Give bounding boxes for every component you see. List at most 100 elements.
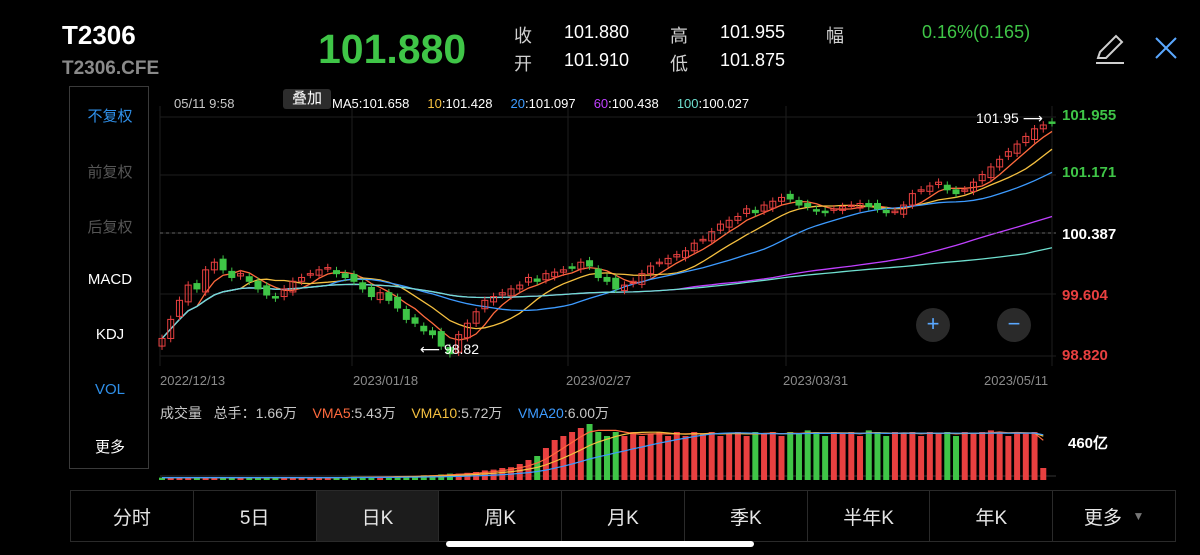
candle-body <box>891 210 899 214</box>
volume-bar <box>516 464 523 480</box>
tab-daily-k[interactable]: 日K <box>316 491 440 541</box>
tab-monthly-k[interactable]: 月K <box>562 491 685 541</box>
backward-adjust-option[interactable]: 后复权 <box>87 219 133 236</box>
kdj-option[interactable]: KDJ <box>95 326 125 343</box>
vol-option[interactable]: VOL <box>94 381 125 398</box>
candle-body <box>996 158 1004 168</box>
volume-bar <box>604 436 610 480</box>
ma100-line <box>161 247 1053 339</box>
candle-body <box>263 285 271 296</box>
overlay-button[interactable]: 叠加 <box>283 89 331 109</box>
candle-body <box>237 273 245 277</box>
tab-intraday[interactable]: 分时 <box>71 491 194 541</box>
close-icon[interactable] <box>1146 28 1186 68</box>
change-label: 幅 <box>826 26 844 46</box>
candle-body <box>926 185 934 192</box>
candle-body <box>490 296 498 303</box>
candle-body <box>594 268 602 278</box>
volume-title: 成交量 <box>160 405 202 421</box>
tab-weekly-k[interactable]: 周K <box>439 491 563 541</box>
volume-bar <box>324 477 331 480</box>
volume-bar <box>412 476 419 480</box>
contract-code: T2306 <box>62 20 136 50</box>
candle-body <box>873 203 881 210</box>
volume-bar <box>630 432 637 480</box>
price-axis-label-top: 101.955 <box>1062 107 1117 124</box>
tab-quarterly-k[interactable]: 季K <box>685 491 808 541</box>
open-label: 开 <box>514 54 532 74</box>
candle-body <box>830 208 838 211</box>
volume-bar <box>656 432 663 480</box>
contract-exchange-code: T2306.CFE <box>62 58 160 79</box>
price-axis-label-4: 99.604 <box>1062 287 1108 304</box>
volume-bar <box>176 477 183 480</box>
volume-bar <box>839 433 846 480</box>
candle-body <box>917 189 925 192</box>
date-tick-2: 2023/01/18 <box>353 373 419 388</box>
volume-bar <box>289 477 296 480</box>
candle-body <box>341 273 349 278</box>
candle-body <box>804 203 812 208</box>
volume-bar <box>961 432 968 480</box>
high-annotation: 101.95 ⟶ <box>976 110 1043 126</box>
candle-body <box>673 254 681 258</box>
volume-bar <box>403 476 410 480</box>
volume-bar <box>586 424 593 480</box>
candle-body <box>812 209 820 212</box>
macd-option[interactable]: MACD <box>87 271 133 288</box>
volume-axis-label: 460亿 <box>1068 435 1109 452</box>
candle-body <box>350 273 358 282</box>
volume-bar <box>926 432 933 480</box>
price-axis-label-2: 101.171 <box>1062 164 1117 181</box>
vma10-legend: VMA10:5.72万 <box>411 405 503 421</box>
tab-yearly-k[interactable]: 年K <box>930 491 1054 541</box>
volume-bar <box>883 436 890 480</box>
candle-body <box>882 209 890 214</box>
more-indicators-option[interactable]: 更多 <box>94 439 125 456</box>
volume-bar <box>577 428 584 480</box>
zoom-in-button[interactable]: + <box>916 308 950 342</box>
no-adjust-option[interactable]: 不复权 <box>87 108 133 125</box>
tab-more[interactable]: 更多 ▼ <box>1053 491 1175 541</box>
date-tick-4: 2023/03/31 <box>783 373 849 388</box>
candle-body <box>664 257 672 265</box>
candle-body <box>167 318 175 339</box>
tab-5day[interactable]: 5日 <box>194 491 317 541</box>
close-value: 101.880 <box>564 22 630 42</box>
volume-bar <box>717 436 724 480</box>
tab-halfyear-k[interactable]: 半年K <box>808 491 931 541</box>
volume-bar <box>813 432 820 480</box>
home-indicator[interactable] <box>446 541 754 547</box>
price-axis-label-bottom: 98.820 <box>1062 347 1108 364</box>
volume-bar <box>778 436 785 480</box>
candle-body <box>751 209 759 214</box>
vma5-legend: VMA5:5.43万 <box>312 405 396 421</box>
candle-body <box>428 330 436 336</box>
volume-bar <box>673 432 680 480</box>
candle-body <box>455 334 463 353</box>
volume-bar <box>202 477 209 480</box>
high-value: 101.955 <box>720 22 786 42</box>
candle-body <box>507 288 515 297</box>
candle-body <box>612 277 620 290</box>
zoom-out-button[interactable]: − <box>997 308 1031 342</box>
volume-bar <box>595 432 602 480</box>
candle-body <box>376 292 384 301</box>
volume-bar <box>944 432 951 480</box>
volume-bar <box>665 436 672 480</box>
last-price: 101.880 <box>318 26 467 72</box>
period-tab-bar: 分时 5日 日K 周K 月K 季K 半年K 年K 更多 ▼ <box>70 490 1176 542</box>
candle-body <box>394 296 402 309</box>
volume-bar <box>848 432 855 480</box>
price-axis-label-mid: 100.387 <box>1062 226 1117 243</box>
candle-body <box>446 347 454 355</box>
candle-body <box>280 288 288 298</box>
volume-bar <box>612 432 619 480</box>
candle-body <box>306 273 314 276</box>
low-label: 低 <box>670 54 688 74</box>
candle-body <box>289 280 297 293</box>
forward-adjust-option[interactable]: 前复权 <box>87 164 133 181</box>
pencil-icon[interactable] <box>1090 28 1130 68</box>
vma20-line <box>162 432 1044 479</box>
